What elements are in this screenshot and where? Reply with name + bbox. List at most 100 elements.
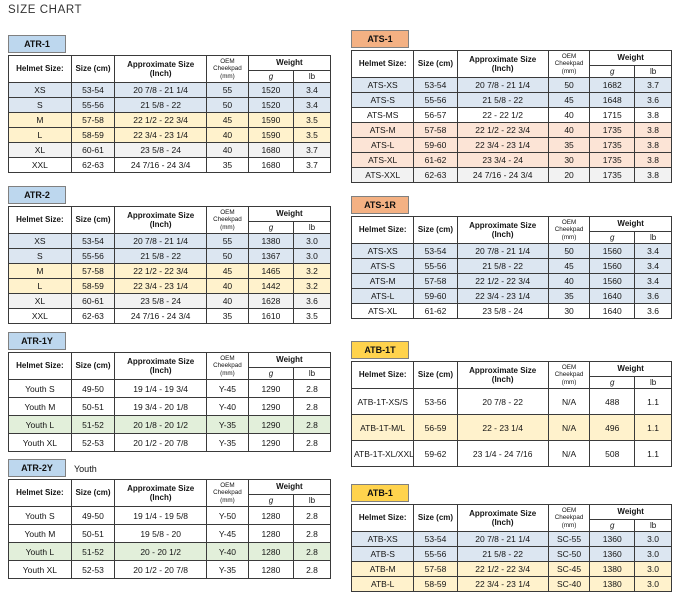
- header-row: Helmet Size: Size (cm) Approximate Size (In…: [350, 216, 672, 244]
- approx-size-line2: (Inch): [491, 230, 514, 239]
- table-row: ATS-L 59-60 22 3/4 - 23 1/4 35 1735 3.8: [350, 137, 672, 153]
- cell-weight-lb: 3.4: [634, 258, 672, 274]
- table-label-row: ATR-1: [8, 35, 331, 53]
- cell-oem-cheekpad: 50: [547, 77, 591, 93]
- oem-line2: Cheekpad: [213, 489, 242, 497]
- cell-oem-cheekpad: Y-45: [206, 379, 249, 398]
- col-header-size-cm: Size (cm): [413, 50, 458, 78]
- oem-line3: (mm): [220, 223, 235, 231]
- col-header-weight-lb: lb: [634, 519, 672, 532]
- table-row: L 58-59 22 3/4 - 23 1/4 40 1442 3.2: [8, 278, 332, 294]
- oem-line2: Cheekpad: [213, 216, 242, 224]
- cell-size-cm: 55-56: [413, 258, 458, 274]
- cell-weight-g: 1290: [247, 397, 294, 416]
- cell-weight-lb: 3.0: [292, 248, 332, 264]
- cell-weight-g: 1280: [247, 542, 294, 561]
- approx-size-line1: Approximate Size: [127, 483, 195, 493]
- cell-approx-inch: 22 1/2 - 22 3/4: [114, 112, 208, 128]
- col-header-weight-lb: lb: [292, 70, 332, 83]
- oem-line1: OEM: [220, 58, 235, 66]
- cell-helmet-size: ATB-S: [350, 546, 415, 562]
- col-header-weight: Weight: [247, 352, 332, 368]
- oem-line2: Cheekpad: [554, 514, 584, 522]
- table-row: ATS-M 57-58 22 1/2 - 22 3/4 40 1560 3.4: [350, 273, 672, 289]
- approx-size-line2: (Inch): [491, 518, 514, 527]
- cell-helmet-size: S: [8, 248, 72, 264]
- table-label-row: ATS-1: [351, 30, 672, 48]
- approx-size-line2: (Inch): [491, 64, 514, 73]
- cell-weight-g: 1648: [589, 92, 636, 108]
- approx-size-line1: Approximate Size: [469, 365, 537, 375]
- cell-weight-lb: 3.5: [292, 112, 332, 128]
- cell-size-cm: 50-51: [70, 524, 116, 543]
- cell-oem-cheekpad: 50: [206, 97, 249, 113]
- col-header-helmet-size: Helmet Size:: [8, 55, 72, 83]
- oem-line1: OEM: [220, 482, 235, 490]
- cell-weight-g: 1560: [589, 243, 636, 259]
- cell-weight-lb: 3.0: [292, 233, 332, 249]
- cell-oem-cheekpad: Y-35: [206, 415, 249, 434]
- cell-oem-cheekpad: 35: [547, 288, 591, 304]
- header-row: Helmet Size: Size (cm) Approximate Size (In…: [8, 479, 332, 507]
- cell-size-cm: 53-54: [70, 82, 116, 98]
- cell-oem-cheekpad: SC-40: [547, 576, 591, 592]
- cell-helmet-size: Youth XL: [8, 560, 72, 579]
- col-header-oem-cheekpad: OEM Cheekpad (mm): [206, 206, 249, 234]
- cell-helmet-size: XXL: [8, 308, 72, 324]
- table-row: M 57-58 22 1/2 - 22 3/4 45 1590 3.5: [8, 112, 332, 128]
- cell-weight-lb: 2.8: [292, 415, 332, 434]
- cell-weight-lb: 3.8: [634, 167, 672, 183]
- cell-approx-inch: 22 3/4 - 23 1/4: [456, 288, 549, 304]
- cell-oem-cheekpad: 40: [547, 107, 591, 123]
- cell-size-cm: 59-60: [413, 288, 458, 304]
- cell-weight-lb: 3.8: [634, 137, 672, 153]
- cell-size-cm: 51-52: [70, 542, 116, 561]
- cell-size-cm: 53-54: [413, 243, 458, 259]
- cell-size-cm: 57-58: [413, 273, 458, 289]
- cell-weight-g: 1628: [247, 293, 294, 309]
- col-header-approx-size: Approximate Size (Inch): [456, 361, 549, 389]
- table-label-ATR-1Y: ATR-1Y: [8, 332, 66, 350]
- cell-oem-cheekpad: 35: [547, 137, 591, 153]
- cell-approx-inch: 22 1/2 - 22 3/4: [456, 122, 549, 138]
- cell-helmet-size: ATS-L: [350, 137, 415, 153]
- cell-size-cm: 53-56: [413, 388, 458, 415]
- size-table: Helmet Size: Size (cm) Approximate Size (In…: [8, 479, 332, 579]
- cell-weight-g: 1610: [247, 308, 294, 324]
- cell-helmet-size: L: [8, 127, 72, 143]
- table-label-ATB-1: ATB-1: [351, 484, 409, 502]
- approx-size-line2: (Inch): [491, 375, 514, 384]
- cell-approx-inch: 19 1/4 - 19 3/4: [114, 379, 208, 398]
- table-header: Helmet Size: Size (cm) Approximate Size (In…: [350, 50, 672, 78]
- cell-approx-inch: 24 7/16 - 24 3/4: [456, 167, 549, 183]
- cell-approx-inch: 23 5/8 - 24: [114, 293, 208, 309]
- cell-weight-lb: 3.0: [634, 576, 672, 592]
- cell-oem-cheekpad: SC-45: [547, 561, 591, 577]
- size-table: Helmet Size: Size (cm) Approximate Size (In…: [350, 216, 672, 319]
- cell-oem-cheekpad: 40: [206, 293, 249, 309]
- size-table: Helmet Size: Size (cm) Approximate Size (In…: [8, 352, 332, 452]
- cell-helmet-size: ATB-L: [350, 576, 415, 592]
- oem-line2: Cheekpad: [554, 371, 584, 379]
- cell-weight-lb: 2.8: [292, 379, 332, 398]
- approx-size-line1: Approximate Size: [469, 508, 537, 518]
- cell-oem-cheekpad: 40: [547, 122, 591, 138]
- cell-weight-g: 1360: [589, 531, 636, 547]
- cell-helmet-size: Youth L: [8, 542, 72, 561]
- cell-helmet-size: Youth M: [8, 397, 72, 416]
- cell-oem-cheekpad: 55: [206, 82, 249, 98]
- cell-oem-cheekpad: Y-40: [206, 542, 249, 561]
- cell-weight-lb: 3.7: [634, 77, 672, 93]
- col-header-weight-g: g: [589, 65, 636, 78]
- cell-size-cm: 62-63: [70, 308, 116, 324]
- cell-weight-g: 1280: [247, 560, 294, 579]
- cell-oem-cheekpad: 40: [206, 278, 249, 294]
- table-row: ATS-L 59-60 22 3/4 - 23 1/4 35 1640 3.6: [350, 288, 672, 304]
- cell-weight-g: 1290: [247, 379, 294, 398]
- table-body: XS 53-54 20 7/8 - 21 1/4 55 1520 3.4 S 55-56 21 …: [8, 82, 332, 173]
- table-row: Youth S 49-50 19 1/4 - 19 3/4 Y-45 1290 2.8: [8, 379, 332, 398]
- cell-size-cm: 50-51: [70, 397, 116, 416]
- cell-weight-lb: 3.2: [292, 278, 332, 294]
- col-header-weight-g: g: [589, 231, 636, 244]
- cell-weight-g: 1640: [589, 303, 636, 319]
